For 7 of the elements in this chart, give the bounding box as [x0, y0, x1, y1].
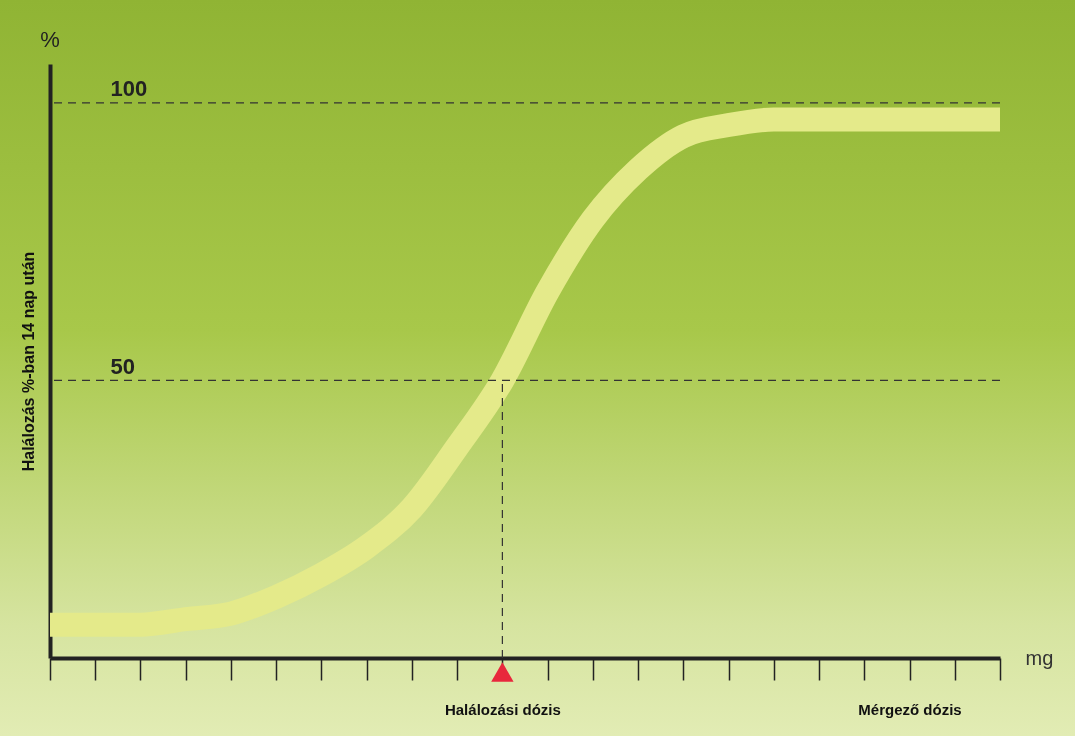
y-tick-label: 50	[110, 353, 135, 379]
x-axis-title: mg	[1025, 646, 1054, 669]
y-axis-title: Halálozás %-ban 14 nap után	[19, 251, 37, 472]
text: %	[40, 27, 60, 52]
y-tick-label: 100	[110, 76, 148, 102]
x-tick-label: Halálozási dózis	[444, 700, 561, 718]
x-tick-label: Mérgező dózis	[858, 700, 962, 718]
